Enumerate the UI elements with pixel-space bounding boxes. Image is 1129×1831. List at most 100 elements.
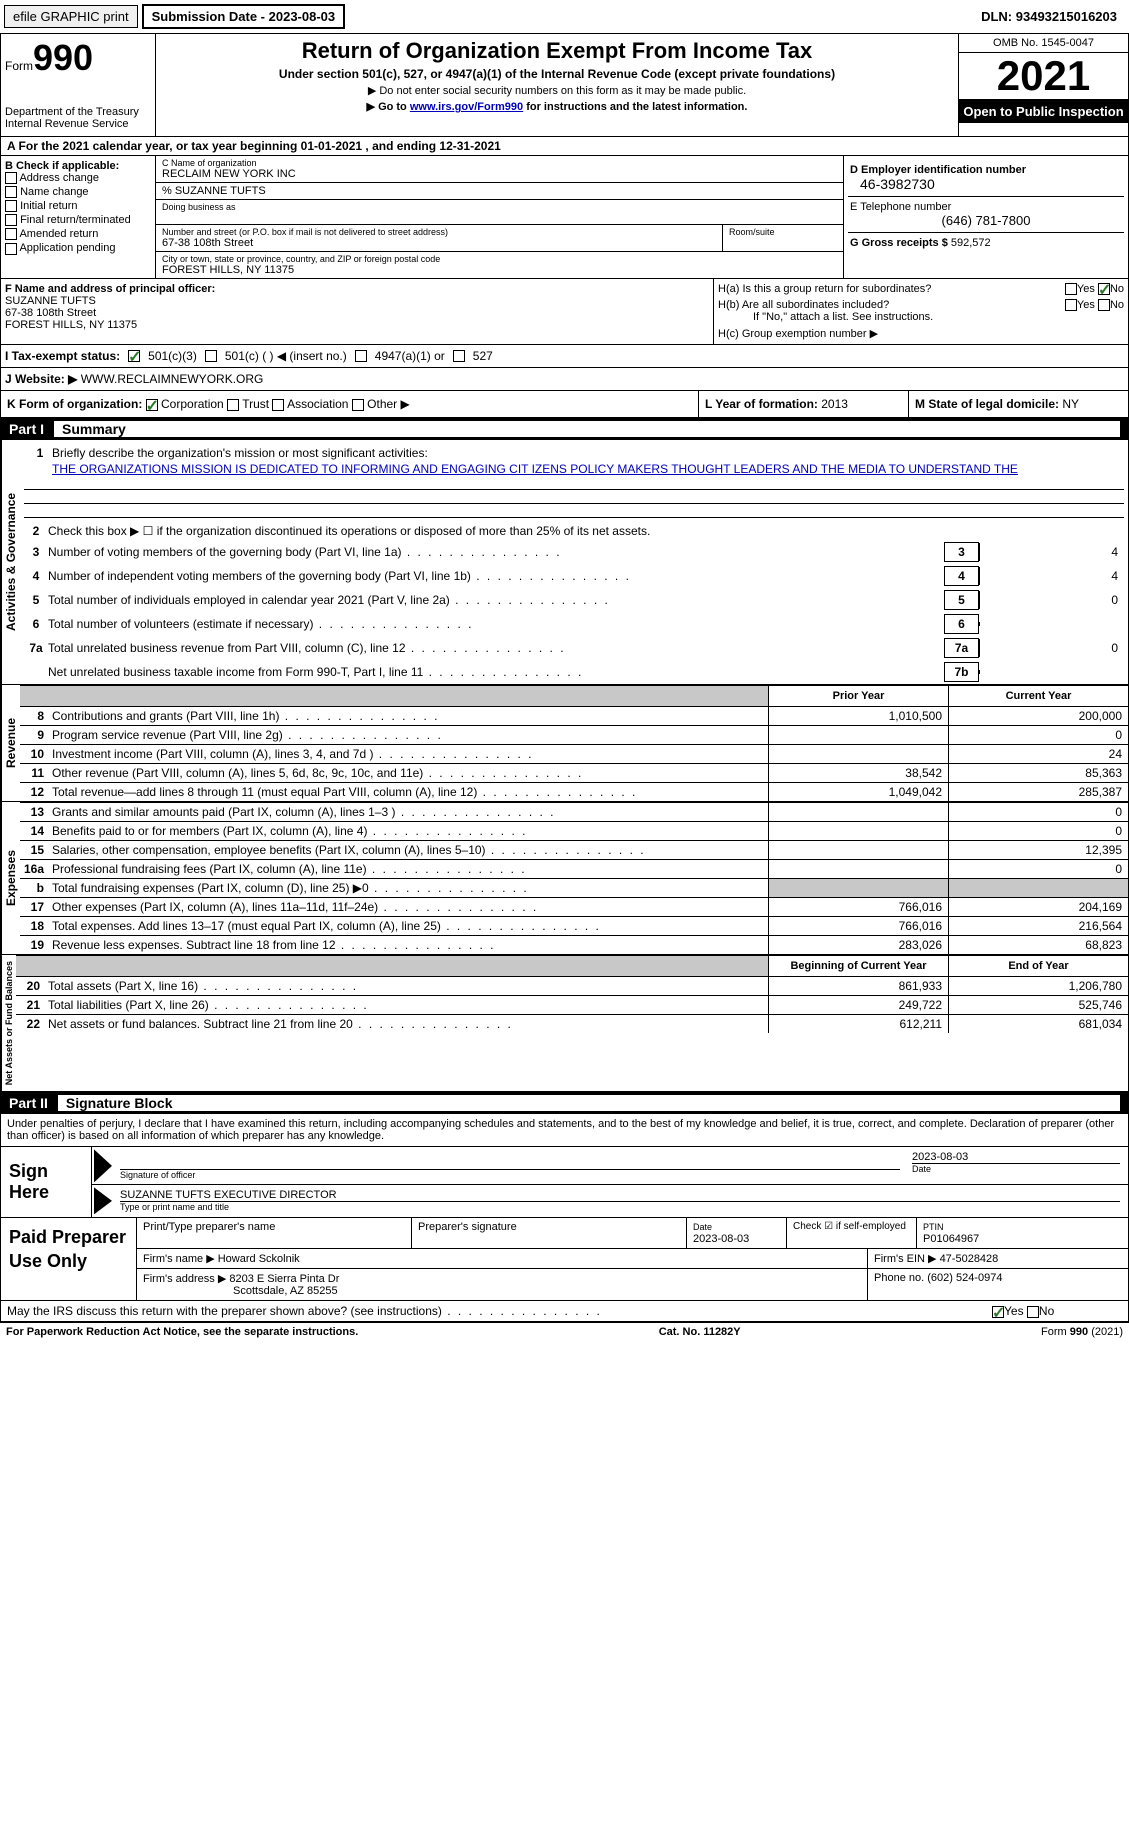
- vlabel-activities: Activities & Governance: [1, 440, 20, 684]
- city-state-zip: FOREST HILLS, NY 11375: [162, 264, 837, 276]
- ptin-value: P01064967: [923, 1233, 979, 1245]
- discuss-yes[interactable]: [992, 1306, 1004, 1318]
- irs-label: Internal Revenue Service: [5, 118, 151, 130]
- tax-year: 2021: [959, 53, 1128, 100]
- self-employed-check[interactable]: Check ☑ if self-employed: [787, 1218, 917, 1248]
- arrow-icon: [94, 1187, 114, 1214]
- officer-print-name: SUZANNE TUFTS EXECUTIVE DIRECTOR: [120, 1189, 1120, 1201]
- gross-receipts: 592,572: [951, 237, 991, 249]
- cb-initial[interactable]: Initial return: [5, 200, 151, 212]
- website-row: J Website: ▶ WWW.RECLAIMNEWYORK.ORG: [1, 368, 1128, 391]
- section-h: H(a) Is this a group return for subordin…: [713, 279, 1128, 344]
- vlabel-revenue: Revenue: [1, 685, 20, 801]
- ein-value: 46-3982730: [850, 176, 1122, 192]
- discuss-row: May the IRS discuss this return with the…: [1, 1300, 1128, 1321]
- table-row: bTotal fundraising expenses (Part IX, co…: [20, 878, 1128, 897]
- col-prior-year: Prior Year: [768, 686, 948, 706]
- column-c-org: C Name of organization RECLAIM NEW YORK …: [156, 156, 843, 278]
- omb-number: OMB No. 1545-0047: [959, 34, 1128, 53]
- cb-address-change[interactable]: Address change: [5, 172, 151, 184]
- cb-pending[interactable]: Application pending: [5, 242, 151, 254]
- year-formation: 2013: [821, 397, 848, 411]
- cb-527[interactable]: [453, 350, 465, 362]
- form-header: Form990 Department of the Treasury Inter…: [1, 34, 1128, 137]
- cb-501c3[interactable]: [128, 350, 140, 362]
- vlabel-expenses: Expenses: [1, 802, 20, 954]
- cb-corp[interactable]: [146, 399, 158, 411]
- cb-assoc[interactable]: [272, 399, 284, 411]
- form-subtitle: Under section 501(c), 527, or 4947(a)(1)…: [164, 67, 950, 81]
- l7a-value: 0: [979, 639, 1124, 657]
- column-d-employer: D Employer identification number 46-3982…: [843, 156, 1128, 278]
- l7b-value: [979, 670, 1124, 674]
- submission-date: 2023-08-03: [269, 9, 336, 24]
- table-row: 18Total expenses. Add lines 13–17 (must …: [20, 916, 1128, 935]
- table-row: 20Total assets (Part X, line 16)861,9331…: [16, 976, 1128, 995]
- street-address: 67-38 108th Street: [162, 237, 716, 249]
- firm-name: Howard Sckolnik: [218, 1253, 300, 1265]
- cb-trust[interactable]: [227, 399, 239, 411]
- cb-final[interactable]: Final return/terminated: [5, 214, 151, 226]
- firm-address: 8203 E Sierra Pinta Dr: [229, 1273, 339, 1285]
- sign-date: 2023-08-03: [912, 1151, 1120, 1163]
- hb-yes[interactable]: [1065, 299, 1077, 311]
- penalty-text: Under penalties of perjury, I declare th…: [1, 1114, 1128, 1146]
- tax-status-row: I Tax-exempt status: 501(c)(3) 501(c) ( …: [1, 345, 1128, 368]
- cb-name-change[interactable]: Name change: [5, 186, 151, 198]
- table-row: 19Revenue less expenses. Subtract line 1…: [20, 935, 1128, 954]
- note-link: ▶ Go to www.irs.gov/Form990 for instruct…: [164, 100, 950, 113]
- irs-link[interactable]: www.irs.gov/Form990: [410, 101, 523, 113]
- paid-preparer-label: Paid Preparer Use Only: [1, 1218, 136, 1300]
- phone-value: (646) 781-7800: [850, 213, 1122, 228]
- mission-text: THE ORGANIZATIONS MISSION IS DEDICATED T…: [52, 462, 1018, 476]
- section-f: F Name and address of principal officer:…: [1, 279, 713, 344]
- l5-value: 0: [979, 591, 1124, 609]
- firm-ein: 47-5028428: [940, 1253, 999, 1265]
- table-row: 16aProfessional fundraising fees (Part I…: [20, 859, 1128, 878]
- col-end-year: End of Year: [948, 956, 1128, 976]
- table-row: 9Program service revenue (Part VIII, lin…: [20, 725, 1128, 744]
- form-label: Form: [5, 59, 33, 73]
- dln-value: 93493215016203: [1016, 9, 1117, 24]
- table-row: 21Total liabilities (Part X, line 26)249…: [16, 995, 1128, 1014]
- efile-print-button[interactable]: efile GRAPHIC print: [4, 5, 138, 28]
- org-name: RECLAIM NEW YORK INC: [162, 168, 837, 180]
- submission-label: Submission Date -: [152, 9, 269, 24]
- state-domicile: NY: [1062, 397, 1079, 411]
- form-footer: For Paperwork Reduction Act Notice, see …: [0, 1322, 1129, 1341]
- table-row: 13Grants and similar amounts paid (Part …: [20, 802, 1128, 821]
- form-number: 990: [33, 37, 93, 78]
- ha-yes[interactable]: [1065, 283, 1077, 295]
- l3-value: 4: [979, 543, 1124, 561]
- sign-here-label: Sign Here: [1, 1147, 91, 1217]
- table-row: 10Investment income (Part VIII, column (…: [20, 744, 1128, 763]
- cb-501c[interactable]: [205, 350, 217, 362]
- hb-no[interactable]: [1098, 299, 1110, 311]
- part2-header: Part II Signature Block: [1, 1092, 1128, 1114]
- discuss-no[interactable]: [1027, 1306, 1039, 1318]
- table-row: 22Net assets or fund balances. Subtract …: [16, 1014, 1128, 1033]
- dept-treasury: Department of the Treasury: [5, 106, 151, 118]
- officer-name: SUZANNE TUFTS: [5, 295, 709, 307]
- submission-date-box: Submission Date - 2023-08-03: [142, 4, 346, 29]
- table-row: 15Salaries, other compensation, employee…: [20, 840, 1128, 859]
- table-row: 12Total revenue—add lines 8 through 11 (…: [20, 782, 1128, 801]
- top-bar: efile GRAPHIC print Submission Date - 20…: [0, 0, 1129, 33]
- cb-4947[interactable]: [355, 350, 367, 362]
- cb-other[interactable]: [352, 399, 364, 411]
- arrow-icon: [94, 1149, 114, 1182]
- prep-date: 2023-08-03: [693, 1233, 749, 1245]
- care-of: % SUZANNE TUFTS: [156, 183, 843, 200]
- l6-value: [979, 622, 1124, 626]
- org-form-row: K Form of organization: Corporation Trus…: [1, 391, 1128, 418]
- table-row: 11Other revenue (Part VIII, column (A), …: [20, 763, 1128, 782]
- table-row: 14Benefits paid to or for members (Part …: [20, 821, 1128, 840]
- col-begin-year: Beginning of Current Year: [768, 956, 948, 976]
- l4-value: 4: [979, 567, 1124, 585]
- column-b-checkboxes: B Check if applicable: Address change Na…: [1, 156, 156, 278]
- cb-amended[interactable]: Amended return: [5, 228, 151, 240]
- table-row: 8Contributions and grants (Part VIII, li…: [20, 706, 1128, 725]
- part1-header: Part I Summary: [1, 418, 1128, 440]
- ha-no[interactable]: [1098, 283, 1110, 295]
- table-row: 17Other expenses (Part IX, column (A), l…: [20, 897, 1128, 916]
